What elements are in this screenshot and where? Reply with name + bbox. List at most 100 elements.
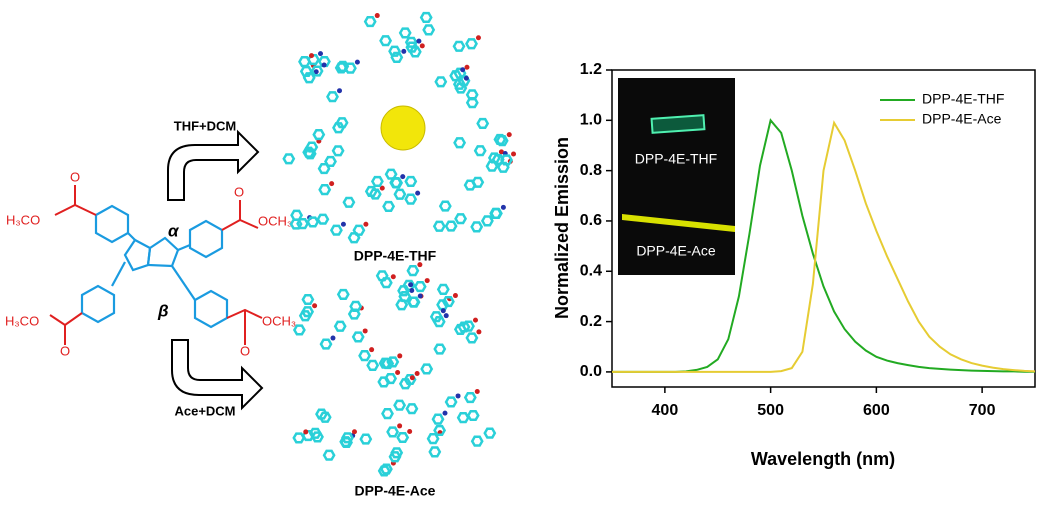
atom — [390, 274, 396, 280]
atom — [400, 174, 406, 180]
crystal-title: DPP-4E-Ace — [355, 483, 436, 499]
atom-ring — [406, 265, 420, 277]
atom-ring — [322, 449, 336, 461]
atom-ring — [319, 338, 333, 350]
atom-ring — [457, 321, 471, 333]
atom-ring — [343, 62, 357, 74]
atom — [506, 132, 512, 138]
atom-ring — [388, 45, 402, 57]
atom-ring — [342, 196, 356, 208]
atom-ring — [332, 122, 345, 134]
atom-ring — [334, 62, 348, 74]
atom — [321, 62, 327, 68]
atom-ring — [296, 218, 310, 230]
atom-ring — [449, 70, 463, 82]
atom-ring — [386, 426, 400, 438]
ring — [146, 236, 180, 268]
atom-ring — [420, 363, 434, 375]
atom-ring — [404, 36, 418, 48]
atom-ring — [397, 285, 411, 297]
atom — [363, 221, 369, 227]
atom — [351, 429, 357, 435]
atom-ring — [441, 295, 455, 308]
atom — [476, 329, 482, 335]
atom-ring — [473, 145, 487, 157]
atom — [475, 35, 481, 41]
atom-ring — [438, 200, 452, 212]
atom-ring — [428, 446, 442, 458]
atom-ring — [302, 146, 316, 158]
atom — [424, 278, 430, 284]
legend-label: DPP-4E-THF — [922, 91, 1004, 107]
chem-label: O — [60, 343, 70, 358]
atom — [317, 51, 323, 57]
atom-ring — [326, 91, 339, 103]
atom-ring — [386, 356, 400, 368]
atom-ring — [432, 220, 446, 232]
atom-ring — [456, 412, 470, 424]
atom — [474, 389, 480, 395]
atom-ring — [389, 177, 403, 189]
atom-ring — [384, 372, 398, 385]
atom-ring — [463, 179, 477, 191]
atom-ring — [483, 427, 497, 439]
atom-ring — [429, 311, 443, 323]
atom-ring — [444, 396, 458, 408]
atom-ring — [462, 320, 475, 332]
atom-ring — [381, 408, 394, 420]
atom-ring — [465, 332, 479, 344]
atom — [379, 185, 385, 191]
atom-ring — [452, 40, 466, 52]
atom-ring — [470, 221, 484, 233]
atom — [455, 393, 461, 399]
atom-ring — [298, 310, 312, 322]
atom-ring — [433, 424, 447, 436]
atom — [408, 282, 414, 288]
atom — [409, 288, 415, 294]
atom-ring — [476, 117, 490, 130]
crystal-title: DPP-4E-THF — [354, 248, 437, 264]
atom-ring — [298, 56, 311, 68]
atom-ring — [404, 193, 418, 205]
atom-ring — [379, 35, 393, 47]
atom-ring — [331, 145, 345, 157]
atom-ring — [489, 207, 503, 219]
atom — [414, 371, 420, 377]
atom-ring — [454, 213, 468, 225]
atom — [463, 75, 469, 81]
atom-ring — [465, 38, 478, 50]
beta-label: β — [157, 301, 169, 320]
atom-ring — [382, 200, 396, 212]
chem-label: OCH₃ — [262, 313, 296, 328]
atom-ring — [431, 413, 445, 425]
chem-label: H₃CO — [5, 313, 39, 328]
atom-ring — [336, 288, 350, 301]
atom-ring — [405, 41, 419, 53]
atom-ring — [444, 220, 458, 232]
crystal-structures — [282, 11, 517, 477]
chem-label: O — [240, 343, 250, 358]
atom — [362, 328, 368, 334]
atom-ring — [465, 89, 479, 101]
x-axis-label: Wavelength (nm) — [751, 449, 895, 469]
ring — [80, 284, 116, 324]
x-tick-label: 700 — [969, 402, 996, 419]
atom-ring — [290, 209, 304, 221]
atom-ring — [422, 24, 436, 36]
ring — [94, 204, 130, 244]
inset-label: DPP-4E-THF — [635, 151, 717, 167]
x-tick-label: 500 — [757, 402, 784, 419]
atom-ring — [312, 129, 326, 141]
y-tick-label: 0.4 — [580, 262, 602, 279]
atom-ring — [404, 175, 418, 187]
arrow — [171, 339, 264, 411]
atom — [464, 64, 470, 70]
atom — [498, 149, 504, 155]
atom — [407, 429, 413, 435]
atom-ring — [368, 188, 382, 200]
atom-ring — [302, 72, 316, 84]
atom — [417, 293, 423, 299]
atom-ring — [349, 300, 363, 312]
atom-ring — [329, 224, 343, 236]
atom-ring — [433, 343, 447, 355]
